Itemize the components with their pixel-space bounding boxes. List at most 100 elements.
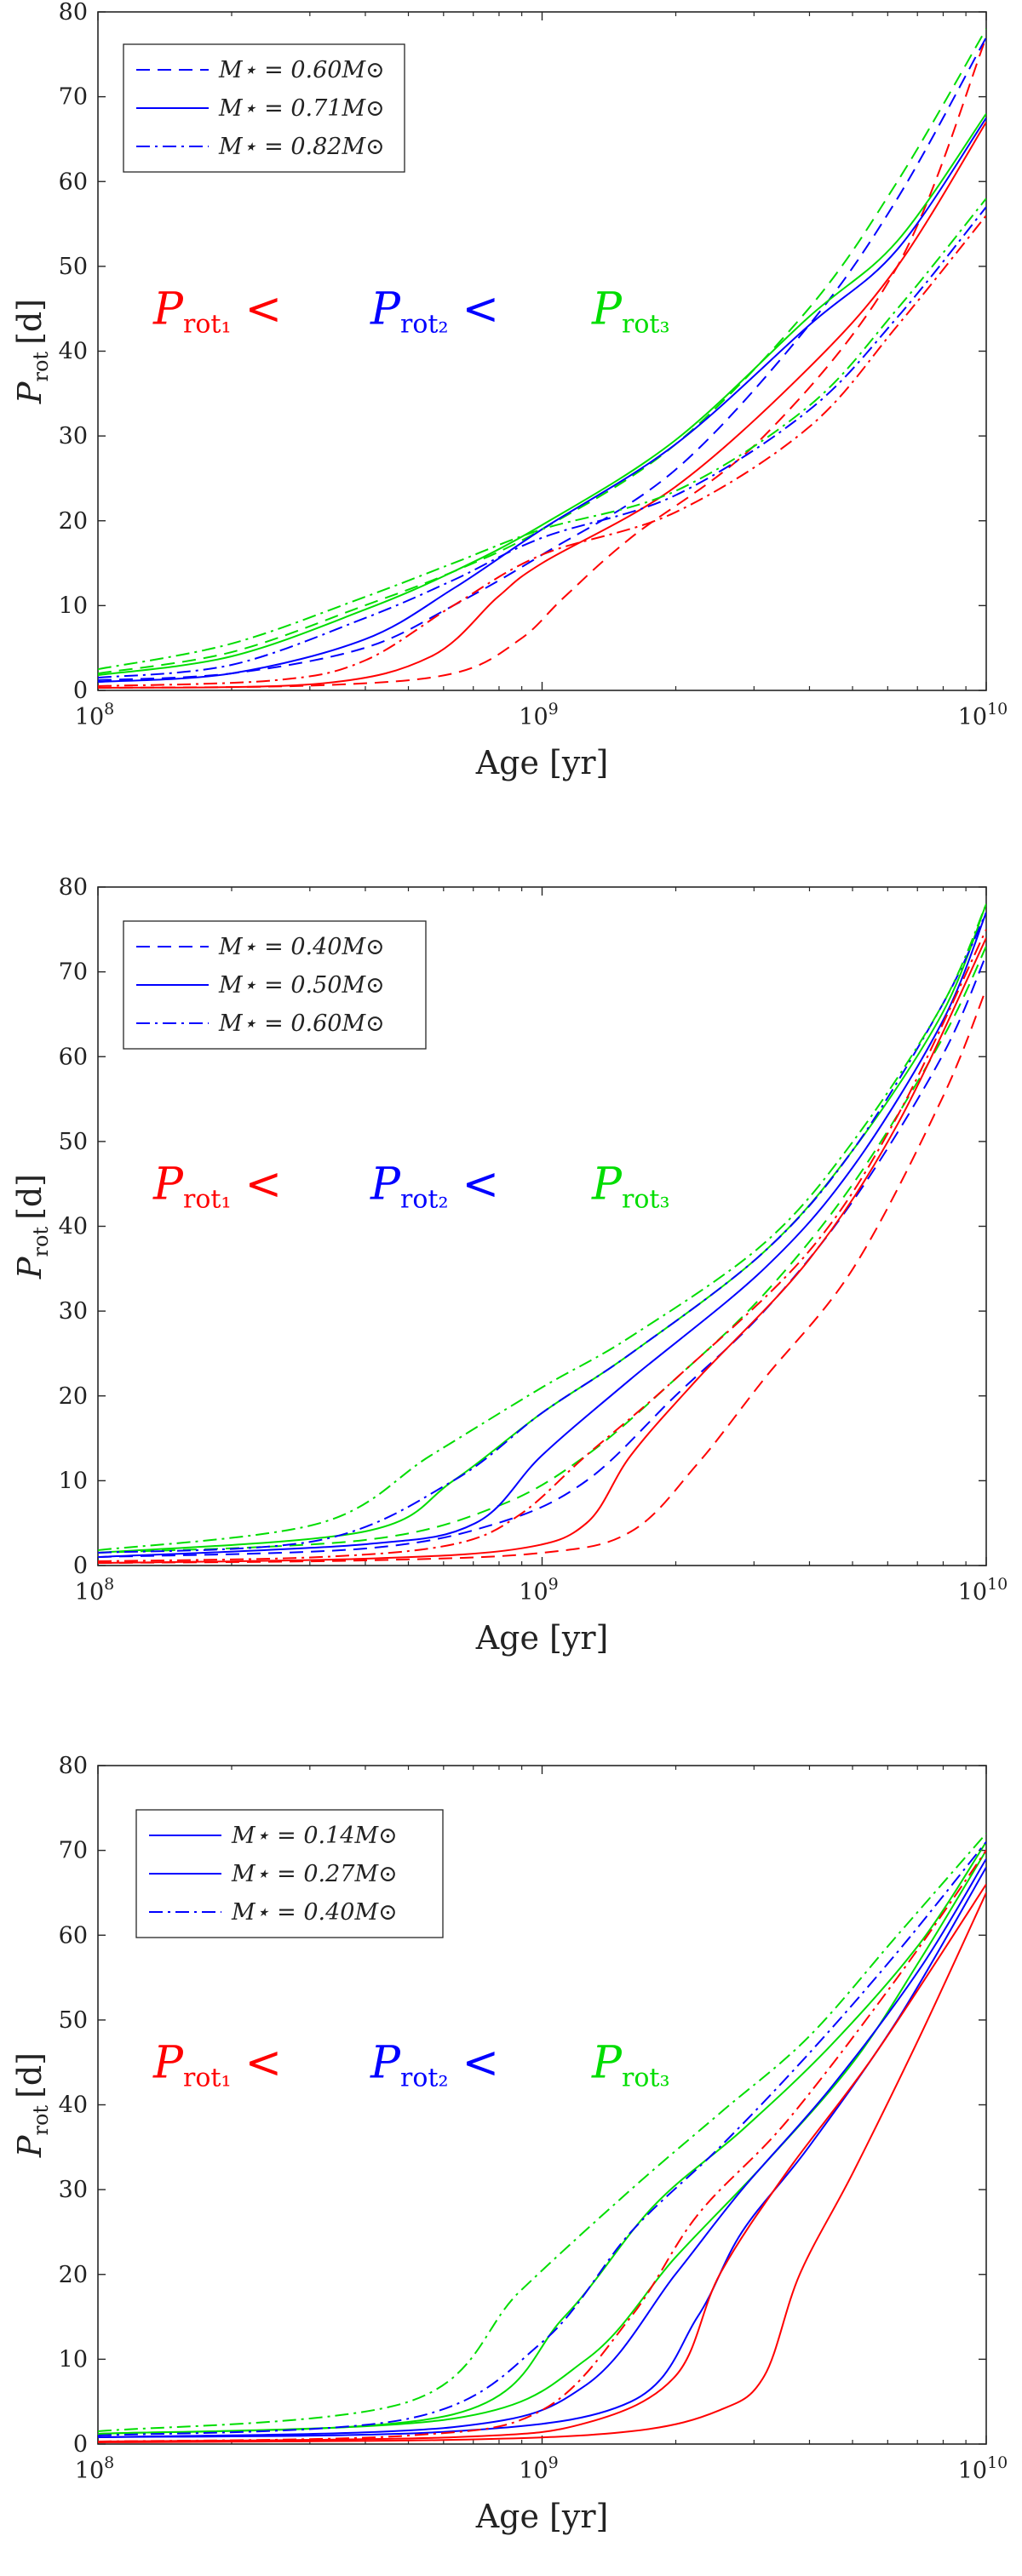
x-tick-label: 1010 [958,1575,1008,1606]
series-line-0.71-Prot1 [98,121,986,690]
y-tick-label: 50 [59,254,88,280]
annotation-term-2: Prot₂ < [370,1159,499,1215]
y-tick-label: 0 [73,2431,88,2458]
y-axis-title: Prot [d] [11,299,53,404]
x-axis-title: Age [yr] [475,744,609,781]
x-tick-base: 10 [75,1579,104,1606]
annotation-subscript: rot₂ [400,1185,448,1215]
x-tick-base: 10 [519,1579,548,1606]
series-line-0.82-Prot1 [98,215,986,688]
x-tick-label: 109 [519,2453,558,2484]
y-axis-title-unit: [d] [11,299,49,345]
series-line-0.50-Prot1 [98,937,986,1565]
y-axis-title-unit: [d] [11,1174,49,1220]
y-axis-title-subscript: rot [29,1227,53,1257]
y-axis-title-symbol: P [11,2134,49,2158]
annotation-term-1: Prot₁ < [152,2038,282,2093]
annotation-symbol: P [591,284,623,335]
annotation-less-than: < [244,2038,282,2089]
series-line-0.40-Prot1 [98,1850,986,2443]
x-tick-exponent: 8 [104,700,114,718]
annotation-symbol: P [370,2038,401,2089]
series-group [98,903,986,1565]
x-axis-title: Age [yr] [475,2498,609,2535]
annotation-subscript: rot₁ [183,1185,231,1215]
y-tick-label: 30 [59,2177,88,2203]
annotation-term-3: Prot₃ [591,284,669,340]
series-line-0.40-Prot3 [98,1833,986,2433]
legend: M⋆ = 0.60M⊙ M⋆ = 0.71M⊙ M⋆ = 0.82M⊙ [123,43,405,173]
y-tick-label: 80 [59,1753,88,1779]
annotation-term-1: Prot₁ < [152,1159,282,1215]
x-tick-exponent: 9 [548,1575,559,1594]
x-axis-title: Age [yr] [475,1619,609,1657]
legend-label: M⋆ = 0.40M⊙ [231,1899,398,1926]
y-tick-label: 60 [59,1044,88,1070]
y-axis-title-symbol: P [11,381,49,404]
series-line-0.40-Prot1 [98,988,986,1565]
x-tick-label: 108 [75,2453,114,2484]
annotation-less-than: < [462,2038,499,2089]
legend-label: M⋆ = 0.82M⊙ [218,134,385,160]
series-line-0.82-Prot3 [98,197,986,671]
y-tick-label: 20 [59,508,88,535]
annotation-subscript: rot₃ [622,310,669,340]
y-axis-title: Prot [d] [11,2052,53,2158]
x-tick-exponent: 10 [987,700,1008,718]
y-tick-label: 40 [59,1214,88,1240]
y-tick-label: 10 [59,592,88,619]
legend-label: M⋆ = 0.71M⊙ [218,95,385,122]
legend-label: M⋆ = 0.27M⊙ [231,1861,398,1887]
annotation-less-than: < [244,284,282,335]
y-tick-label: 80 [59,0,88,26]
series-line-0.60-Prot2 [98,912,986,1554]
x-tick-base: 10 [958,2458,987,2484]
annotation-term-2: Prot₂ < [370,284,499,340]
series-line-0.60-Prot2 [98,37,986,682]
series-line-0.50-Prot2 [98,912,986,1559]
x-tick-label: 108 [75,1575,114,1606]
x-tick-exponent: 10 [987,1575,1008,1594]
annotation-subscript: rot₁ [183,2064,231,2093]
series-line-0.27-Prot1 [98,1883,986,2443]
x-tick-label: 109 [519,1575,558,1606]
annotation-term-2: Prot₂ < [370,2038,499,2093]
legend-label: M⋆ = 0.40M⊙ [218,934,385,960]
annotation-symbol: P [152,284,184,335]
y-tick-label: 30 [59,1298,88,1325]
annotation-symbol: P [591,1159,623,1211]
legend-box [123,43,405,173]
annotation-subscript: rot₁ [183,310,231,340]
legend-label: M⋆ = 0.60M⊙ [218,1010,385,1037]
x-tick-base: 10 [958,704,987,730]
annotation-symbol: P [591,2038,623,2089]
x-tick-label: 1010 [958,700,1008,730]
y-tick-label: 50 [59,2007,88,2034]
y-tick-label: 50 [59,1129,88,1155]
series-line-0.27-Prot3 [98,1841,986,2436]
y-tick-label: 60 [59,169,88,195]
y-tick-label: 70 [59,84,88,111]
x-tick-label: 1010 [958,2453,1008,2484]
legend-label: M⋆ = 0.14M⊙ [231,1823,398,1849]
series-group [98,28,986,690]
annotation-less-than: < [462,284,499,335]
series-line-0.14-Prot1 [98,1892,986,2444]
y-tick-label: 80 [59,874,88,901]
x-tick-label: 109 [519,700,558,730]
x-tick-label: 108 [75,700,114,730]
y-tick-label: 40 [59,339,88,365]
series-group [98,1833,986,2444]
legend: M⋆ = 0.14M⊙ M⋆ = 0.27M⊙ M⋆ = 0.40M⊙ [135,1809,444,1938]
annotation-symbol: P [370,284,401,335]
prot-ordering-annotation: Prot₁ < Prot₂ < Prot₃ [152,2038,669,2093]
series-line-0.60-Prot3 [98,28,986,675]
x-tick-exponent: 10 [987,2453,1008,2472]
y-tick-label: 0 [73,678,88,704]
prot-ordering-annotation: Prot₁ < Prot₂ < Prot₃ [152,1159,669,1215]
annotation-term-1: Prot₁ < [152,284,282,340]
